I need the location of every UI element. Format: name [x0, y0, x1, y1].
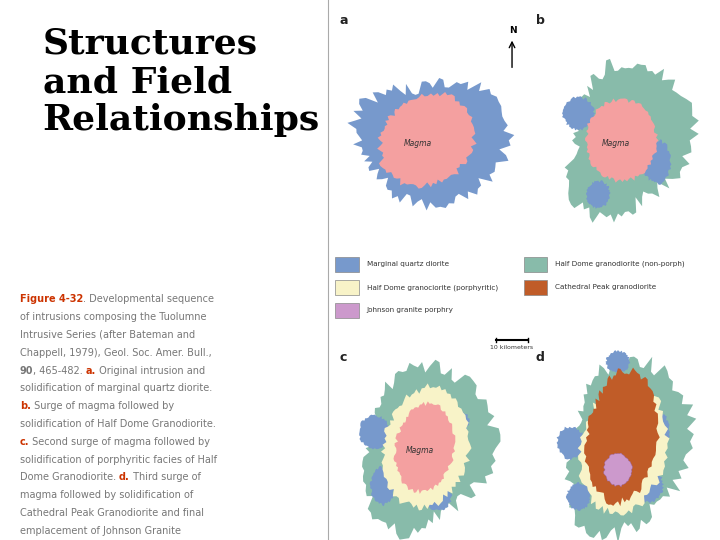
Text: b: b — [536, 14, 544, 26]
Polygon shape — [585, 98, 659, 183]
FancyBboxPatch shape — [523, 280, 547, 295]
Text: a.: a. — [86, 366, 96, 376]
Text: a: a — [339, 14, 348, 26]
Polygon shape — [557, 427, 586, 460]
Polygon shape — [643, 139, 672, 185]
Polygon shape — [362, 360, 500, 539]
Text: Geol. Soc. Amer. Bull.,: Geol. Soc. Amer. Bull., — [104, 348, 211, 358]
FancyBboxPatch shape — [336, 256, 359, 272]
Text: Cathedral Peak granodiorite: Cathedral Peak granodiorite — [555, 284, 657, 291]
Text: Cathedral Peak Granodiorite and final: Cathedral Peak Granodiorite and final — [19, 508, 204, 518]
Text: Second surge of magma followed by: Second surge of magma followed by — [29, 437, 210, 447]
Polygon shape — [584, 368, 660, 506]
Text: Johnson granite porphry: Johnson granite porphry — [367, 307, 454, 314]
Polygon shape — [359, 415, 391, 449]
Text: Original intrusion and: Original intrusion and — [96, 366, 205, 376]
Text: b.: b. — [19, 401, 30, 411]
Polygon shape — [562, 96, 595, 131]
Text: Magma: Magma — [406, 447, 434, 455]
Text: of intrusions composing the Tuolumne: of intrusions composing the Tuolumne — [19, 312, 206, 322]
Text: emplacement of Johnson Granite: emplacement of Johnson Granite — [19, 526, 181, 536]
Polygon shape — [348, 78, 514, 211]
Text: Third surge of: Third surge of — [130, 472, 201, 483]
Text: solidification of marginal quartz diorite.: solidification of marginal quartz diorit… — [19, 383, 212, 394]
Text: c: c — [339, 351, 347, 364]
Polygon shape — [577, 380, 670, 516]
Text: Half Dome granodiorite (non-porph): Half Dome granodiorite (non-porph) — [555, 261, 685, 267]
Text: Dome Granodiorite.: Dome Granodiorite. — [19, 472, 119, 483]
Polygon shape — [635, 469, 664, 503]
Polygon shape — [377, 92, 477, 188]
Text: , 465-482.: , 465-482. — [33, 366, 86, 376]
Polygon shape — [645, 409, 670, 456]
Polygon shape — [369, 466, 395, 506]
Text: 90: 90 — [19, 366, 33, 376]
Text: Magma: Magma — [602, 139, 630, 147]
Text: Marginal quartz diorite: Marginal quartz diorite — [367, 261, 449, 267]
Polygon shape — [423, 482, 452, 510]
Polygon shape — [586, 180, 611, 209]
Polygon shape — [394, 401, 455, 494]
Text: Half Dome granociorite (porphyritic): Half Dome granociorite (porphyritic) — [367, 284, 498, 291]
Text: solidification of Half Dome Granodiorite.: solidification of Half Dome Granodiorite… — [19, 419, 215, 429]
Text: magma followed by solidification of: magma followed by solidification of — [19, 490, 193, 501]
Text: N: N — [509, 26, 516, 35]
Text: 10 kilometers: 10 kilometers — [490, 345, 534, 349]
Polygon shape — [564, 354, 696, 540]
Text: solidification of porphyritic facies of Half: solidification of porphyritic facies of … — [19, 455, 217, 465]
Text: Figure 4-32: Figure 4-32 — [19, 294, 83, 305]
Text: Intrusive Series (after Bateman and: Intrusive Series (after Bateman and — [19, 330, 195, 340]
Polygon shape — [445, 410, 470, 433]
Text: Chappell, 1979),: Chappell, 1979), — [19, 348, 104, 358]
FancyBboxPatch shape — [523, 256, 547, 272]
Text: c.: c. — [19, 437, 29, 447]
FancyBboxPatch shape — [336, 280, 359, 295]
Polygon shape — [564, 59, 699, 222]
Polygon shape — [566, 482, 590, 511]
Text: . Developmental sequence: . Developmental sequence — [83, 294, 214, 305]
Text: Structures
and Field
Relationships: Structures and Field Relationships — [42, 27, 320, 137]
Text: d.: d. — [119, 472, 130, 483]
Text: Surge of magma followed by: Surge of magma followed by — [30, 401, 174, 411]
Text: Magma: Magma — [404, 139, 432, 147]
Text: d: d — [536, 351, 544, 364]
FancyBboxPatch shape — [336, 303, 359, 318]
Polygon shape — [603, 453, 632, 487]
Polygon shape — [606, 350, 630, 373]
Polygon shape — [381, 383, 472, 510]
